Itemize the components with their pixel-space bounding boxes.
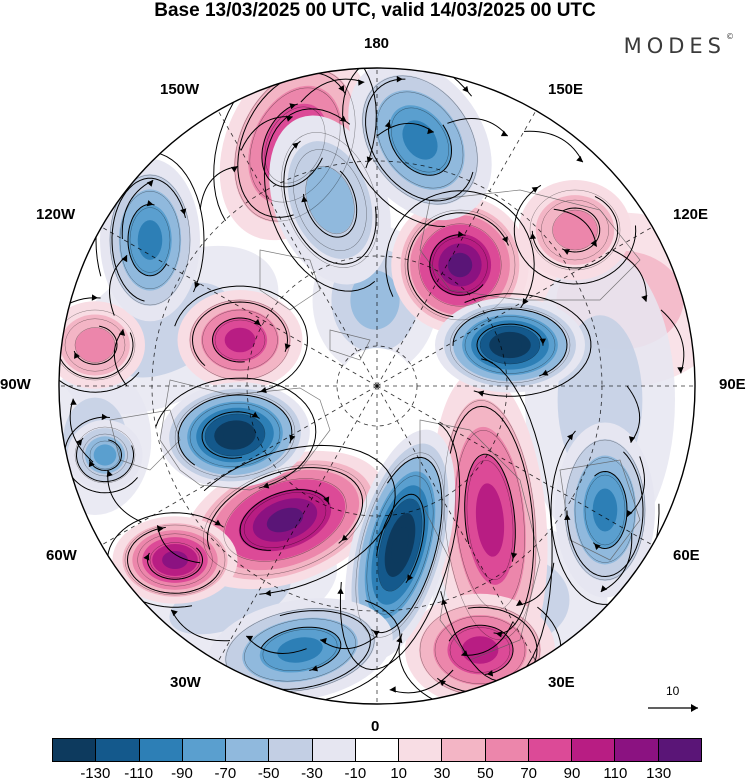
brand-text: MODES	[623, 34, 726, 58]
lon-label-120e: 120E	[673, 206, 709, 223]
colorbar-tick-label: -90	[171, 765, 193, 782]
colorbar-swatch	[571, 739, 615, 761]
map-title: Base 13/03/2025 00 UTC, valid 14/03/2025…	[154, 0, 596, 21]
brand-logo: MODES©	[623, 32, 734, 58]
lon-label-30w: 30W	[170, 674, 201, 691]
lon-label-60w: 60W	[46, 547, 77, 564]
colorbar-tick-label: 50	[476, 765, 494, 782]
colorbar-swatch	[657, 739, 701, 761]
colorbar-swatch	[53, 739, 96, 761]
coastline	[259, 249, 321, 311]
lon-label-90e: 90E	[719, 376, 746, 393]
colorbar-tick-label: 30	[433, 765, 451, 782]
reference-vector-arrow	[648, 704, 698, 712]
graticule	[59, 68, 695, 704]
lon-label-0: 0	[371, 718, 380, 735]
lon-label-30e: 30E	[548, 674, 575, 691]
lon-label-60e: 60E	[673, 547, 700, 564]
colorbar-tick-label: 70	[520, 765, 537, 782]
colorbar-swatch	[181, 739, 226, 761]
colorbar-tick-label: 130	[646, 765, 672, 782]
coastline	[419, 419, 541, 661]
colorbar-tick-label: -110	[124, 765, 154, 782]
colorbar-tick-label: -70	[214, 765, 237, 782]
colorbar-swatch	[441, 739, 485, 761]
streamlines	[59, 68, 685, 704]
lon-label-150w: 150W	[160, 81, 200, 98]
colorbar-tick-label: 110	[603, 765, 628, 782]
reference-vector-label: 10	[666, 684, 680, 698]
colorbar-swatch	[268, 739, 312, 761]
colorbar-tick-label: -10	[344, 765, 367, 782]
colorbar-swatch	[311, 739, 355, 761]
lon-label-150e: 150E	[548, 81, 584, 98]
colorbar-tick-label: 10	[390, 765, 407, 782]
lon-label-120w: 120W	[36, 206, 76, 223]
coastline	[109, 409, 181, 471]
lon-label-90w: 90W	[0, 376, 31, 393]
colorbar-swatch	[225, 739, 269, 761]
colorbar-swatch	[138, 739, 182, 761]
colorbar-tick-label: 90	[563, 765, 581, 782]
lon-label-180: 180	[364, 35, 390, 52]
brand-mark: ©	[726, 32, 734, 41]
map-boundary	[58, 67, 696, 705]
colorbar-swatch	[354, 739, 399, 761]
colorbar-tick-label: -30	[301, 765, 323, 782]
colorbar	[52, 738, 702, 762]
colorbar-swatch	[527, 739, 572, 761]
colorbar-ticks: -130 -110 -90 -70 -50 -30 -10 10 30 50 70 90 110 130	[52, 766, 702, 782]
colorbar-swatch	[484, 739, 528, 761]
colorbar-tick-label: -50	[257, 765, 280, 782]
colorbar-swatch	[398, 739, 442, 761]
colorbar-swatch	[95, 739, 139, 761]
colorbar-swatch	[614, 739, 658, 761]
coastline	[329, 329, 371, 361]
colorbar-tick-label: -130	[80, 765, 111, 782]
coastline	[159, 379, 331, 491]
anomaly-field	[59, 68, 695, 704]
